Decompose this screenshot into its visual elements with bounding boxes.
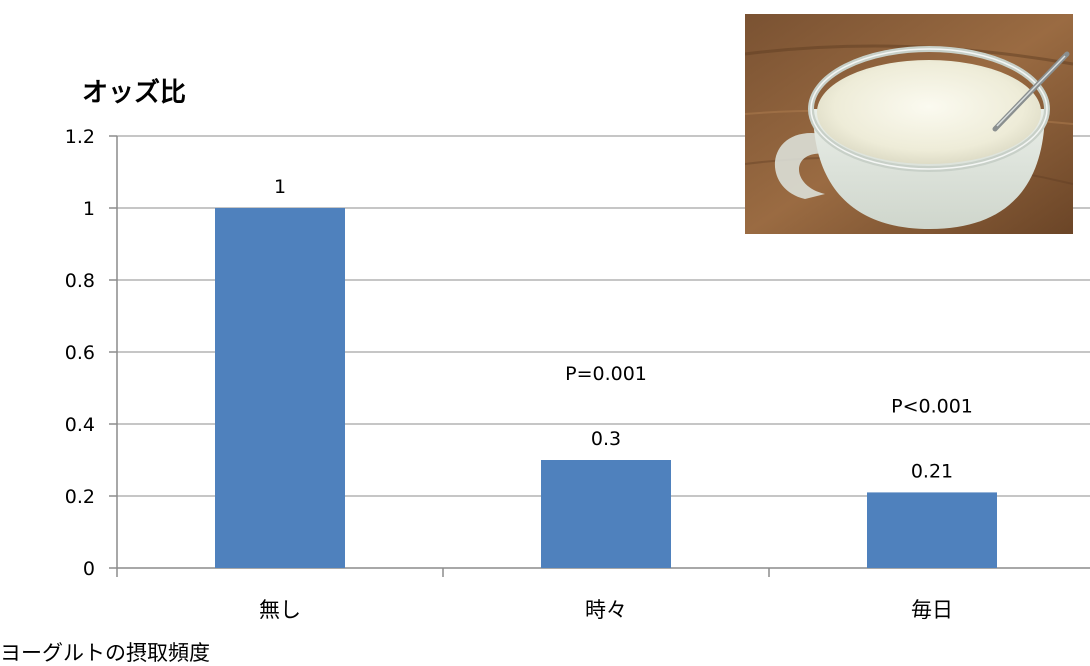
p-value-annotation: P<0.001	[891, 395, 973, 417]
p-value-annotation: P=0.001	[565, 363, 647, 385]
data-label: 0.21	[911, 460, 953, 482]
y-tick-label: 1	[83, 198, 95, 220]
y-tick-label: 0.2	[65, 486, 95, 508]
y-tick-label: 0	[83, 558, 95, 580]
data-label: 1	[274, 176, 286, 198]
data-label: 0.3	[591, 428, 621, 450]
yogurt-cup-photo	[745, 14, 1073, 234]
x-axis-ticks: 無し 時々 毎日	[116, 568, 953, 622]
bars: 1 0.3 P=0.001 0.21 P<0.001	[215, 176, 997, 568]
bar-1	[215, 208, 345, 568]
x-axis-title: ヨーグルトの摂取頻度	[0, 641, 210, 665]
x-tick-label: 無し	[259, 598, 301, 622]
x-tick-label: 時々	[585, 598, 627, 622]
x-tick-label: 毎日	[911, 598, 953, 622]
bar-3	[867, 492, 997, 568]
y-tick-label: 0.6	[65, 342, 95, 364]
y-tick-label: 0.4	[65, 414, 95, 436]
y-tick-label: 0.8	[65, 270, 95, 292]
y-axis-title: オッズ比	[82, 77, 186, 108]
bar-2	[541, 460, 671, 568]
y-tick-label: 1.2	[65, 126, 95, 148]
